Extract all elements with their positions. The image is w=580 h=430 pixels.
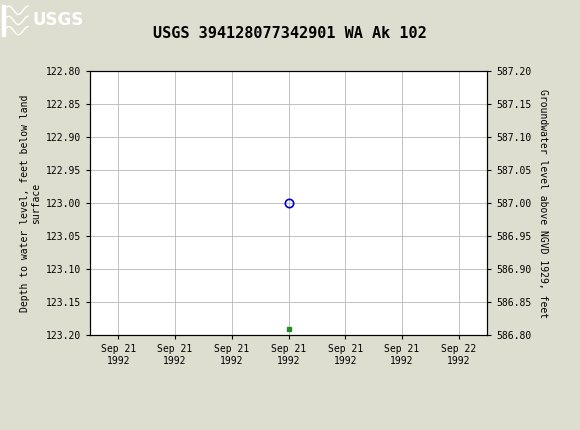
Y-axis label: Depth to water level, feet below land
surface: Depth to water level, feet below land su… xyxy=(20,95,41,312)
Y-axis label: Groundwater level above NGVD 1929, feet: Groundwater level above NGVD 1929, feet xyxy=(538,89,548,318)
Bar xyxy=(2,5,5,36)
Text: USGS 394128077342901 WA Ak 102: USGS 394128077342901 WA Ak 102 xyxy=(153,26,427,41)
Text: USGS: USGS xyxy=(32,12,84,29)
